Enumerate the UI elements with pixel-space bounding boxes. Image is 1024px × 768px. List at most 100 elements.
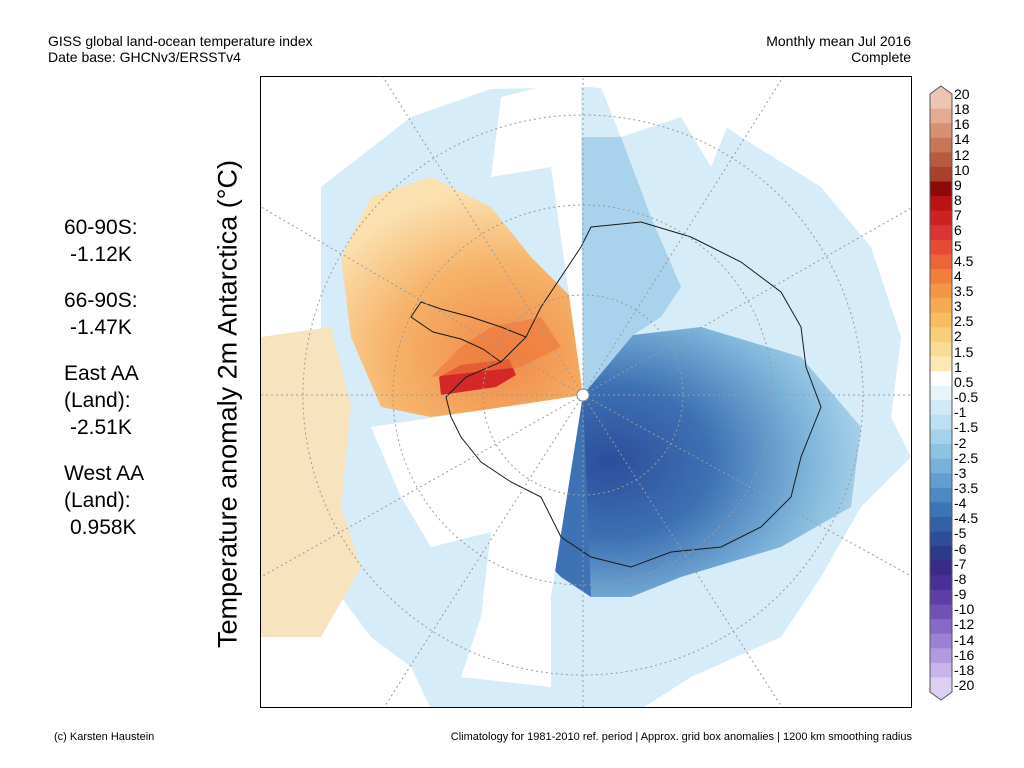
meridians bbox=[261, 77, 911, 707]
warm-anomaly-sector bbox=[341, 177, 633, 417]
period-info: Monthly mean Jul 2016 Complete bbox=[766, 33, 911, 65]
colorbar-tick-label: 1.5 bbox=[954, 343, 974, 360]
colorbar-swatch bbox=[930, 502, 952, 518]
colorbar-swatch bbox=[930, 560, 952, 576]
colorbar-swatch bbox=[930, 633, 952, 649]
colorbar-tick-label: -1 bbox=[954, 404, 967, 421]
colorbar-swatch bbox=[930, 356, 952, 372]
colorbar-tick-label: -2 bbox=[954, 434, 967, 451]
polar-map-canvas bbox=[261, 77, 911, 707]
colorbar-tick-label: 2 bbox=[954, 328, 962, 345]
stat-value: -2.51K bbox=[70, 416, 132, 439]
colorbar-tick-label: -2.5 bbox=[954, 449, 979, 466]
colorbar-tick-label: 1 bbox=[954, 358, 962, 375]
colorbar-swatch bbox=[930, 648, 952, 664]
colorbar-arrow-top bbox=[930, 86, 952, 94]
colorbar-tick-label: -12 bbox=[954, 616, 975, 633]
methodology-note: Climatology for 1981-2010 ref. period | … bbox=[450, 731, 912, 743]
colorbar-tick-label: -9 bbox=[954, 586, 967, 603]
stat-east-aa: East AA (Land): -2.51K bbox=[64, 360, 144, 441]
polar-map bbox=[260, 76, 912, 708]
colorbar-swatch bbox=[930, 225, 952, 241]
colorbar-swatch bbox=[930, 166, 952, 183]
colorbar-swatch bbox=[930, 662, 952, 678]
colorbar-swatch bbox=[930, 137, 952, 153]
colorbar-tick-label: 20 bbox=[954, 86, 970, 102]
period-line-1: Monthly mean Jul 2016 bbox=[766, 33, 911, 49]
colorbar-outline bbox=[929, 85, 953, 701]
stat-60-90s: 60-90S: -1.12K bbox=[64, 214, 144, 268]
colorbar-swatch bbox=[930, 152, 952, 168]
colorbar-swatch bbox=[930, 414, 952, 430]
colorbar-tick-label: 8 bbox=[954, 192, 962, 209]
colorbar-labels: 20 18 16 14 12 10 9 8 7 6 5 4.5 4 3.5 3 2.5 2 1.5 1 0.5 -0.5… bbox=[954, 87, 1014, 694]
colorbar-tick-label: 9 bbox=[954, 176, 962, 193]
colorbar-tick-label: -3.5 bbox=[954, 480, 979, 496]
colorbar-swatches bbox=[929, 85, 953, 701]
antarctic-peninsula-coastline bbox=[410, 301, 527, 363]
title-line-2: Date base: GHCNv3/ERSSTv4 bbox=[48, 49, 241, 65]
colorbar-swatch bbox=[930, 239, 952, 255]
colorbar-swatch bbox=[930, 123, 952, 139]
colorbar-tick-label: 2.5 bbox=[954, 313, 974, 330]
colorbar-tick-label: 0.5 bbox=[954, 373, 974, 390]
colorbar-swatch bbox=[930, 283, 952, 299]
colorbar-tick-label: -1.5 bbox=[954, 419, 979, 436]
colorbar-arrow-bottom bbox=[930, 692, 952, 700]
colorbar-swatch bbox=[930, 531, 952, 547]
colorbar-swatch bbox=[930, 487, 952, 503]
colorbar-tick-label: -4.5 bbox=[954, 510, 979, 527]
colorbar-tick-label: 12 bbox=[954, 146, 970, 163]
colorbar-swatch bbox=[930, 312, 952, 328]
stat-label: 60-90S: bbox=[64, 216, 138, 239]
colorbar-swatch bbox=[930, 196, 952, 212]
colorbar-tick-label: 10 bbox=[954, 161, 970, 178]
colorbar-tick-label: 16 bbox=[954, 116, 970, 133]
colorbar-swatch bbox=[930, 298, 952, 314]
colorbar-swatch bbox=[930, 589, 952, 605]
regional-stats: 60-90S: -1.12K 66-90S: -1.47K East AA (L… bbox=[64, 214, 144, 560]
colorbar-tick-label: 3 bbox=[954, 298, 962, 315]
colorbar-swatch bbox=[930, 385, 952, 401]
period-line-2: Complete bbox=[851, 49, 911, 65]
colorbar-swatch bbox=[930, 400, 952, 416]
title-line-1: GISS global land-ocean temperature index bbox=[48, 33, 313, 49]
stat-label: West AA (Land): bbox=[64, 462, 145, 512]
colorbar-tick-label: 4.5 bbox=[954, 252, 974, 269]
colorbar-tick-label: -10 bbox=[954, 601, 975, 618]
colorbar-swatch bbox=[930, 619, 952, 635]
stat-label: East AA (Land): bbox=[64, 362, 139, 412]
colorbar-swatch bbox=[930, 254, 952, 270]
no-data-wedge-left bbox=[371, 395, 583, 547]
colorbar-tick-label: -4 bbox=[954, 495, 967, 512]
no-data-wedge-north bbox=[491, 77, 583, 395]
no-data-wedge-south bbox=[461, 395, 583, 687]
colorbar-swatch bbox=[930, 546, 952, 562]
colorbar-swatch bbox=[930, 341, 952, 358]
colorbar-swatch bbox=[930, 429, 952, 445]
colorbar-tick-label: -3 bbox=[954, 464, 967, 481]
colorbar-tick-label: -8 bbox=[954, 570, 967, 587]
stat-66-90s: 66-90S: -1.47K bbox=[64, 287, 144, 341]
colorbar-tick-label: 5 bbox=[954, 237, 962, 254]
white-land-gap-west bbox=[261, 267, 321, 337]
colorbar-swatch bbox=[930, 269, 952, 285]
colorbar-swatch bbox=[930, 444, 952, 460]
light-orange-ocean-west bbox=[261, 327, 361, 637]
colorbar-tick-label: 18 bbox=[954, 101, 970, 118]
colorbar-swatch bbox=[930, 604, 952, 620]
colorbar-swatch bbox=[930, 677, 952, 693]
colorbar-tick-label: -20 bbox=[954, 677, 975, 693]
colorbar-tick-label: -16 bbox=[954, 646, 975, 663]
south-pole-marker bbox=[576, 388, 590, 402]
colorbar-swatch bbox=[930, 327, 952, 343]
colorbar-swatch bbox=[930, 371, 952, 387]
stat-west-aa: West AA (Land): 0.958K bbox=[64, 460, 144, 541]
no-data-wedge-north-right bbox=[601, 87, 731, 167]
stat-value: -1.12K bbox=[70, 243, 132, 266]
colorbar-tick-label: -14 bbox=[954, 631, 975, 648]
colorbar-tick-label: -7 bbox=[954, 555, 967, 572]
cold-anomaly-core bbox=[501, 327, 861, 597]
stat-value: 0.958K bbox=[70, 516, 137, 539]
cold-anomaly-sector bbox=[561, 137, 681, 395]
